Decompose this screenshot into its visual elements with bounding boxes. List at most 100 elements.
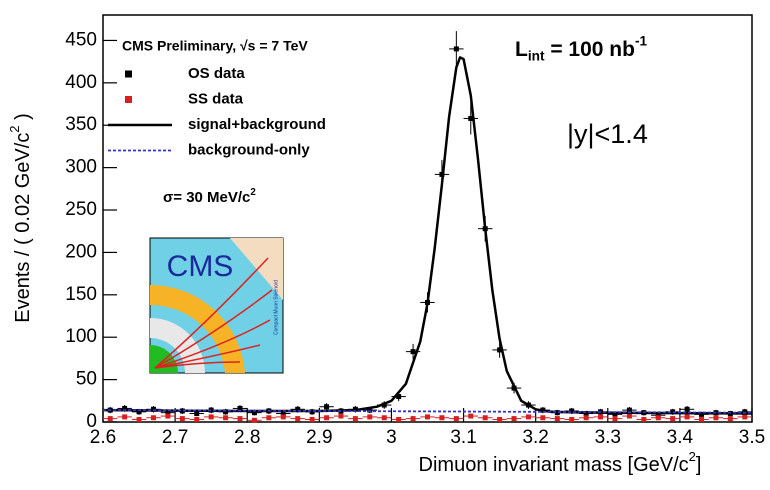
x-tick-label: 3.3 <box>595 427 621 448</box>
legend-label: background-only <box>188 141 310 158</box>
legend-label: signal+background <box>188 116 326 133</box>
data-point <box>251 417 257 423</box>
logo-ring <box>150 284 245 373</box>
y-tick-label: 450 <box>65 29 97 50</box>
y-axis-label-part: 2 <box>7 125 22 132</box>
data-point <box>525 414 531 420</box>
data-point <box>742 414 748 420</box>
data-point <box>237 416 243 422</box>
data-point <box>223 415 229 421</box>
data-point <box>367 407 373 413</box>
data-point <box>352 416 358 422</box>
data-point <box>396 416 402 422</box>
data-point <box>165 410 171 416</box>
data-point <box>208 414 214 420</box>
data-point <box>425 414 430 420</box>
x-axis-label-part: 2 <box>689 449 696 464</box>
y-tick-label: 100 <box>65 326 97 347</box>
data-point <box>194 416 200 422</box>
x-tick-label: 3.5 <box>739 427 765 448</box>
sigma-part: 2 <box>250 187 256 198</box>
data-point <box>122 405 128 411</box>
data-point <box>641 416 647 422</box>
legend-marker <box>125 96 132 103</box>
legend-label: SS data <box>188 90 244 107</box>
data-point <box>699 416 705 422</box>
data-point <box>295 416 301 422</box>
data-point <box>179 416 185 422</box>
lumi-part: -1 <box>635 33 648 48</box>
data-point <box>684 414 690 420</box>
plot-frame <box>102 14 753 423</box>
data-point <box>612 411 618 417</box>
data-point <box>381 415 387 421</box>
data-point <box>655 412 661 418</box>
data-point <box>497 347 503 353</box>
data-point <box>569 416 575 422</box>
legend-label: OS data <box>188 65 245 82</box>
x-axis-label: Dimuon invariant mass [GeV/c2] <box>419 449 702 476</box>
data-point <box>684 406 690 412</box>
data-point <box>136 416 142 422</box>
legend: OS data SS data signal+background backgroun… <box>108 65 326 158</box>
x-tick-label: 2.7 <box>162 427 188 448</box>
data-point <box>727 416 733 422</box>
y-tick-label: 200 <box>65 241 97 262</box>
y-axis-label-part: ) <box>12 113 34 125</box>
data-point <box>150 415 156 421</box>
x-tick-label: 2.9 <box>306 427 332 448</box>
data-point <box>367 414 373 420</box>
x-axis-label-part: Dimuon invariant mass [GeV/c <box>419 454 689 476</box>
logo-subtitle: Compact Muon Solenoid <box>273 280 279 335</box>
data-point <box>410 416 416 422</box>
rapidity: |y|<1.4 <box>567 119 648 149</box>
data-point <box>598 414 604 420</box>
data-point <box>713 415 719 421</box>
data-point <box>107 416 113 422</box>
fit-line <box>102 56 753 415</box>
lumi-part: int <box>528 48 545 63</box>
data-point <box>554 416 560 422</box>
data-point <box>439 415 445 421</box>
data-point <box>468 413 474 419</box>
data-point <box>136 409 142 415</box>
sigma: σ= 30 MeV/c2 <box>163 187 256 206</box>
legend-marker <box>125 70 132 78</box>
data-point <box>612 416 618 422</box>
fit-line <box>102 409 753 414</box>
y-tick-label: 300 <box>65 157 97 178</box>
lumi-part: = 100 nb <box>545 38 635 61</box>
data-point <box>396 394 402 400</box>
lumi: Lint = 100 nb-1 <box>515 33 648 63</box>
lumi-part: L <box>515 38 528 61</box>
data-point <box>410 349 416 355</box>
data-point <box>583 415 589 421</box>
y-axis-label: Events / ( 0.02 GeV/c2 ) <box>7 113 34 323</box>
data-point <box>626 413 632 419</box>
x-tick-label: 3 <box>386 427 397 448</box>
data-point <box>165 413 171 419</box>
data-point <box>482 415 488 421</box>
y-tick-label: 0 <box>86 411 97 432</box>
y-tick-label: 150 <box>65 284 97 305</box>
x-tick-label: 2.8 <box>234 427 260 448</box>
data-point <box>497 416 503 422</box>
y-tick-label: 50 <box>76 369 97 390</box>
x-tick-label: 3.4 <box>667 427 694 448</box>
logo-title: CMS <box>167 250 234 283</box>
data-point <box>251 410 257 416</box>
data-point <box>453 416 459 422</box>
data-point <box>237 405 243 411</box>
data-point <box>338 413 344 419</box>
data-point <box>670 416 676 422</box>
data-point <box>511 416 517 422</box>
cms-logo <box>149 237 284 374</box>
data-point <box>266 415 272 421</box>
data-point <box>295 406 301 412</box>
data-point <box>324 415 330 421</box>
data-point <box>655 415 661 421</box>
x-tick-label: 3.1 <box>450 427 476 448</box>
x-tick-label: 2.6 <box>90 427 116 448</box>
